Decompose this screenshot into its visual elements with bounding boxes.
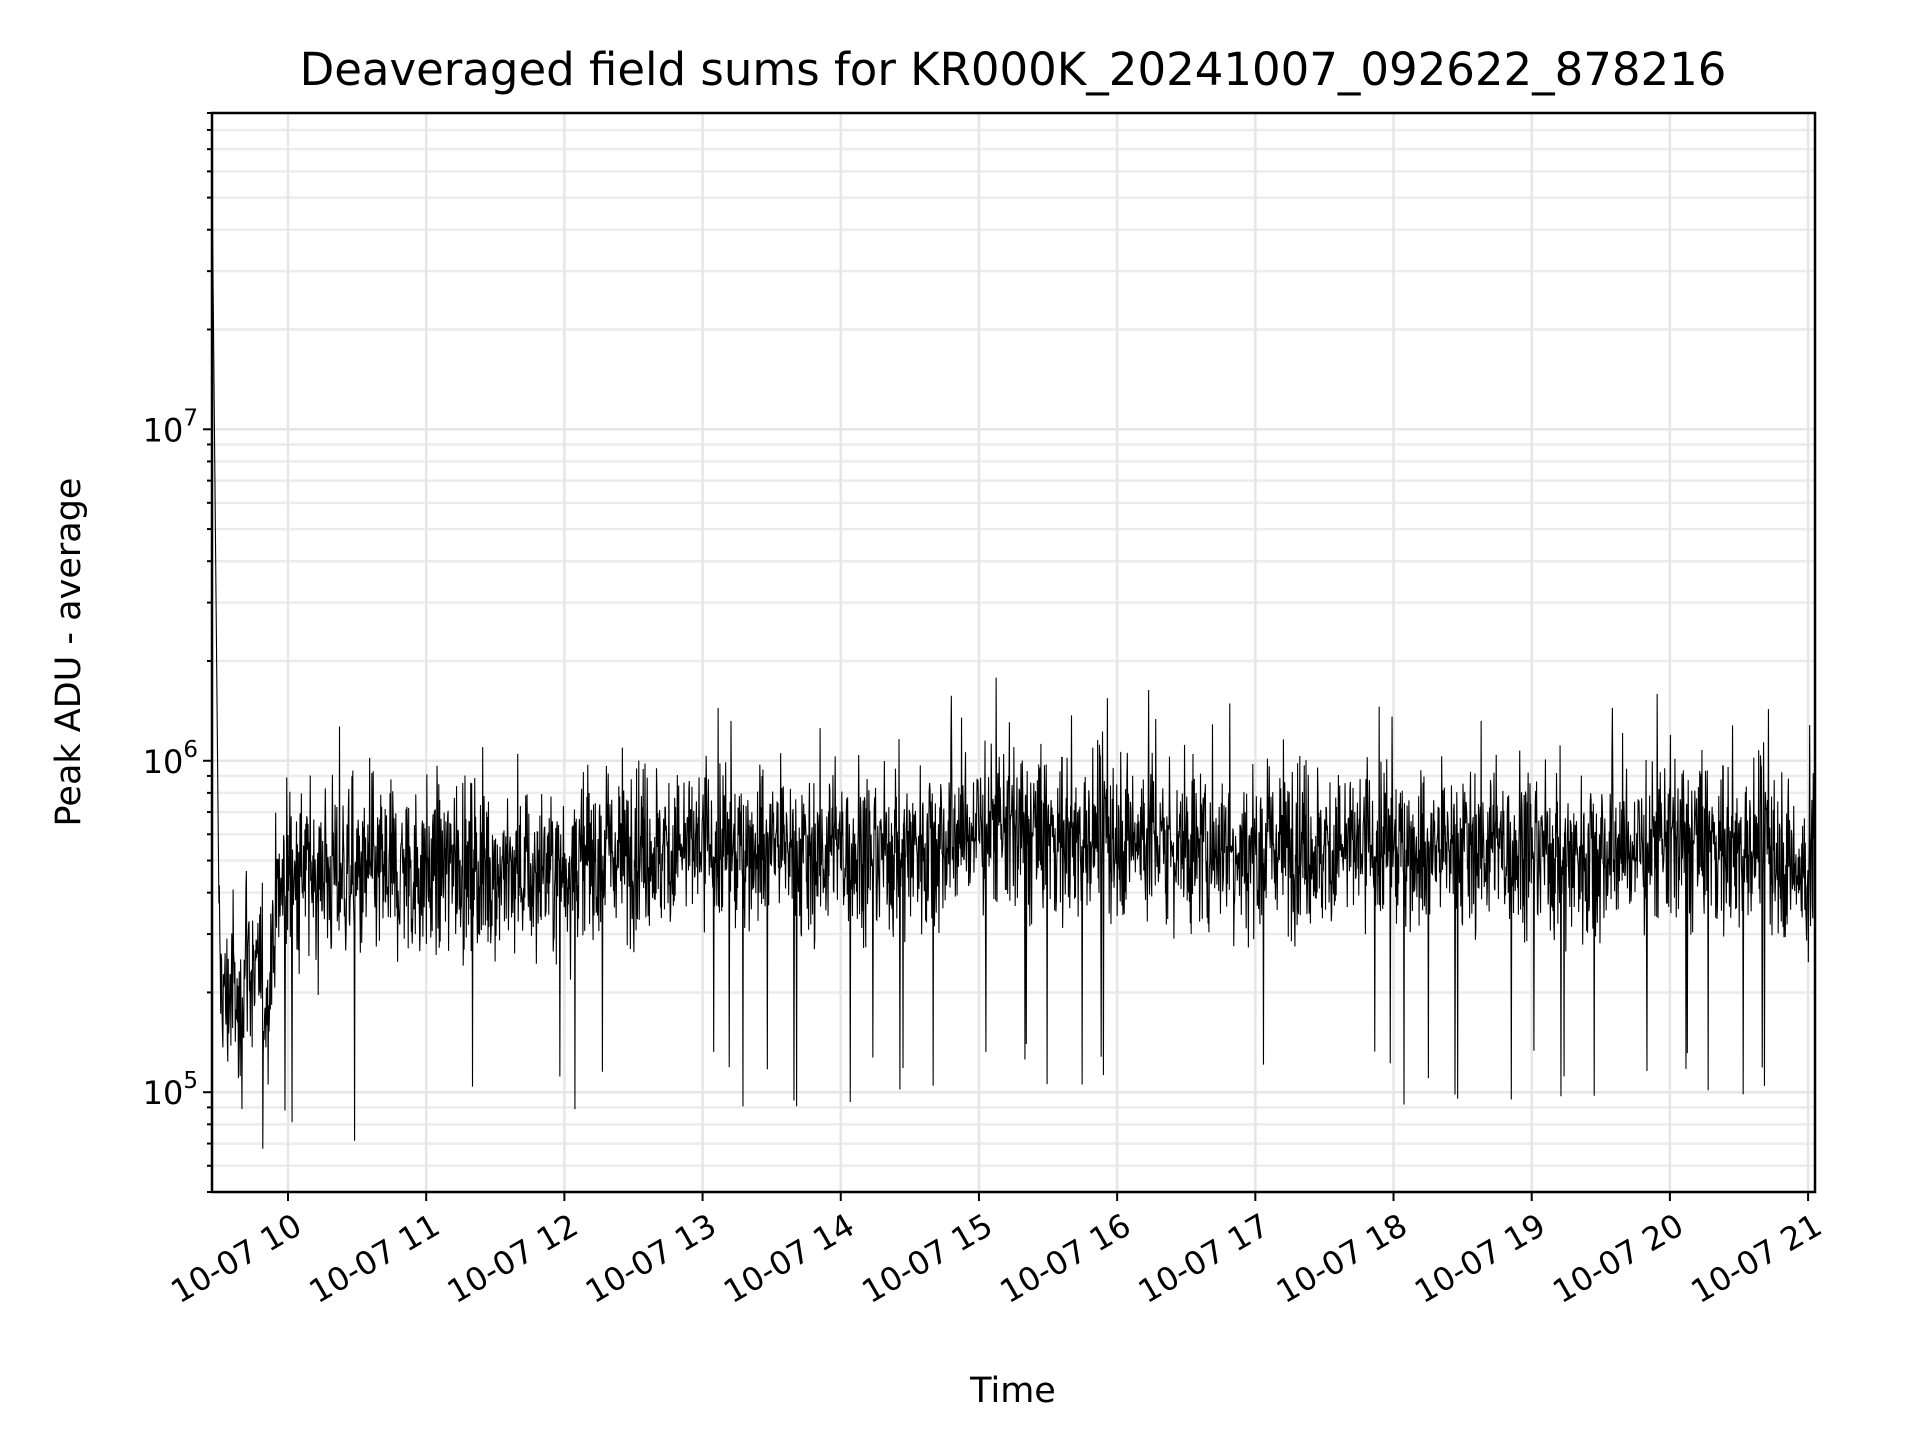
x-tick-label: 10-07 19 [1408,1206,1552,1311]
y-axis-label: Peak ADU - average [49,478,89,827]
chart-title: Deaveraged field sums for KR000K_2024100… [300,43,1727,96]
x-tick-label: 10-07 14 [717,1206,861,1311]
x-tick-label: 10-07 11 [303,1206,447,1311]
major-gridlines [212,113,1815,1192]
x-tick-label: 10-07 16 [994,1206,1138,1311]
x-tick-label: 10-07 12 [441,1206,585,1311]
y-tick-label: 106 [143,737,198,781]
x-tick-label: 10-07 17 [1132,1206,1276,1311]
x-axis-label: Time [969,1371,1056,1411]
x-tick-label: 10-07 10 [164,1206,308,1311]
series-line [211,171,1816,1149]
plot-frame [210,111,1817,1194]
x-tick-label: 10-07 15 [855,1206,999,1311]
x-tick-label: 10-07 13 [579,1206,723,1311]
x-tick-label: 10-07 20 [1546,1206,1690,1311]
x-tick-label: 10-07 18 [1270,1206,1414,1311]
y-tick-label: 107 [143,405,198,449]
minor-gridlines [212,111,1815,1194]
y-tick-label: 105 [143,1068,198,1112]
series-layer [211,171,1816,1149]
x-tick-label: 10-07 21 [1684,1206,1828,1311]
y-axis-ticks: 105 106 107 [143,112,212,1193]
